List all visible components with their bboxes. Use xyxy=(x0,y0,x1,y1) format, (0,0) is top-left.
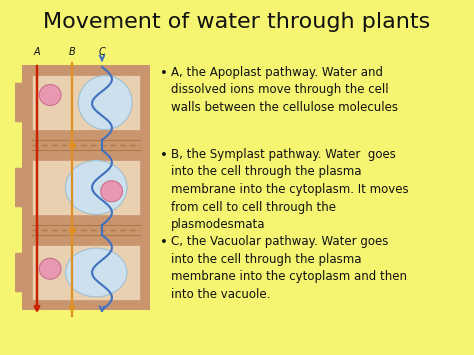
FancyBboxPatch shape xyxy=(32,160,140,215)
Text: C: C xyxy=(99,47,105,57)
Ellipse shape xyxy=(65,160,127,214)
Ellipse shape xyxy=(100,181,122,202)
FancyBboxPatch shape xyxy=(15,253,25,292)
Ellipse shape xyxy=(78,76,132,130)
Text: C, the Vacuolar pathway. Water goes
into the cell through the plasma
membrane in: C, the Vacuolar pathway. Water goes into… xyxy=(171,235,407,300)
Text: B: B xyxy=(69,47,75,57)
Text: Movement of water through plants: Movement of water through plants xyxy=(44,12,430,32)
FancyBboxPatch shape xyxy=(15,168,25,207)
FancyBboxPatch shape xyxy=(32,75,140,130)
Ellipse shape xyxy=(39,84,61,105)
FancyBboxPatch shape xyxy=(15,83,25,122)
Text: A: A xyxy=(34,47,40,57)
FancyBboxPatch shape xyxy=(22,140,150,150)
Text: B, the Symplast pathway. Water  goes
into the cell through the plasma
membrane i: B, the Symplast pathway. Water goes into… xyxy=(171,148,409,231)
Text: •: • xyxy=(160,236,168,249)
FancyBboxPatch shape xyxy=(22,65,150,310)
Ellipse shape xyxy=(39,258,61,279)
Text: •: • xyxy=(160,67,168,80)
FancyBboxPatch shape xyxy=(32,245,140,300)
FancyBboxPatch shape xyxy=(22,225,150,235)
Ellipse shape xyxy=(65,248,127,297)
Text: A, the Apoplast pathway. Water and
dissolved ions move through the cell
walls be: A, the Apoplast pathway. Water and disso… xyxy=(171,66,398,114)
Text: •: • xyxy=(160,149,168,162)
